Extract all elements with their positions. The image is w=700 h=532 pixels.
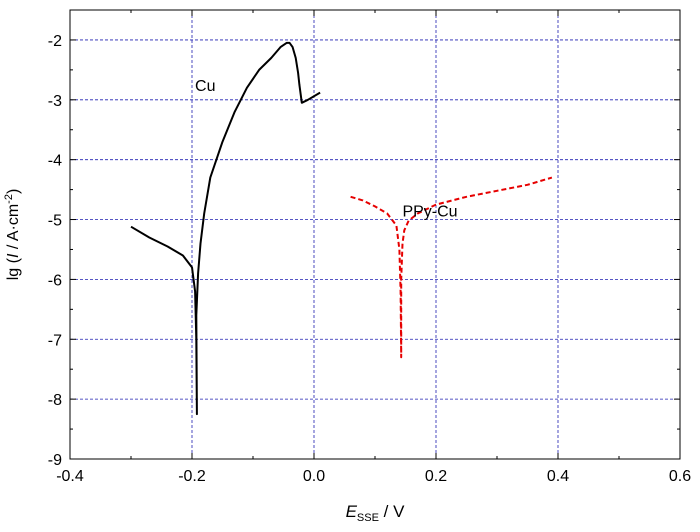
- series-label: Cu: [195, 78, 215, 95]
- y-axis-label: lg (I / A·cm-2): [3, 189, 22, 281]
- x-label-unit: / V: [379, 502, 405, 521]
- series-ppy-cu: PPy-Cu: [350, 176, 553, 359]
- y-tick-label: -9: [48, 452, 62, 469]
- x-axis: -0.4 -0.2 0.0 0.2 0.4 0.6: [56, 10, 691, 485]
- y-tick-label: -2: [48, 33, 62, 50]
- y-label-suffix: ): [5, 189, 22, 194]
- y-tick-label: -7: [48, 332, 62, 349]
- series-line: [130, 41, 321, 416]
- y-label-superscript: -2: [3, 194, 15, 204]
- y-label-symbol: I: [5, 253, 22, 258]
- x-tick-label: -0.2: [178, 468, 206, 485]
- series-cu: Cu: [130, 41, 321, 416]
- series-label: PPy-Cu: [402, 204, 457, 221]
- y-label-prefix: lg (: [5, 257, 22, 280]
- y-tick-label: -3: [48, 93, 62, 110]
- x-label-subscript: SSE: [357, 512, 379, 524]
- plot-frame: [69, 9, 681, 460]
- x-tick-label: -0.4: [56, 468, 84, 485]
- x-tick-label: 0.2: [425, 468, 447, 485]
- series-line: [350, 176, 553, 359]
- x-tick-label: 0.4: [547, 468, 569, 485]
- x-label-symbol: E: [346, 502, 358, 521]
- y-tick-label: -5: [48, 213, 62, 230]
- y-tick-label: -8: [48, 392, 62, 409]
- y-tick-label: -6: [48, 272, 62, 289]
- x-axis-label: ESSE / V: [346, 502, 406, 524]
- y-axis: -9 -8 -7 -6 -5 -4 -3 -2: [48, 33, 680, 469]
- y-label-unit: / A·cm: [5, 204, 22, 254]
- grid: [70, 10, 680, 459]
- x-tick-label: 0.6: [669, 468, 691, 485]
- y-tick-label: -4: [48, 153, 62, 170]
- x-tick-label: 0.0: [303, 468, 325, 485]
